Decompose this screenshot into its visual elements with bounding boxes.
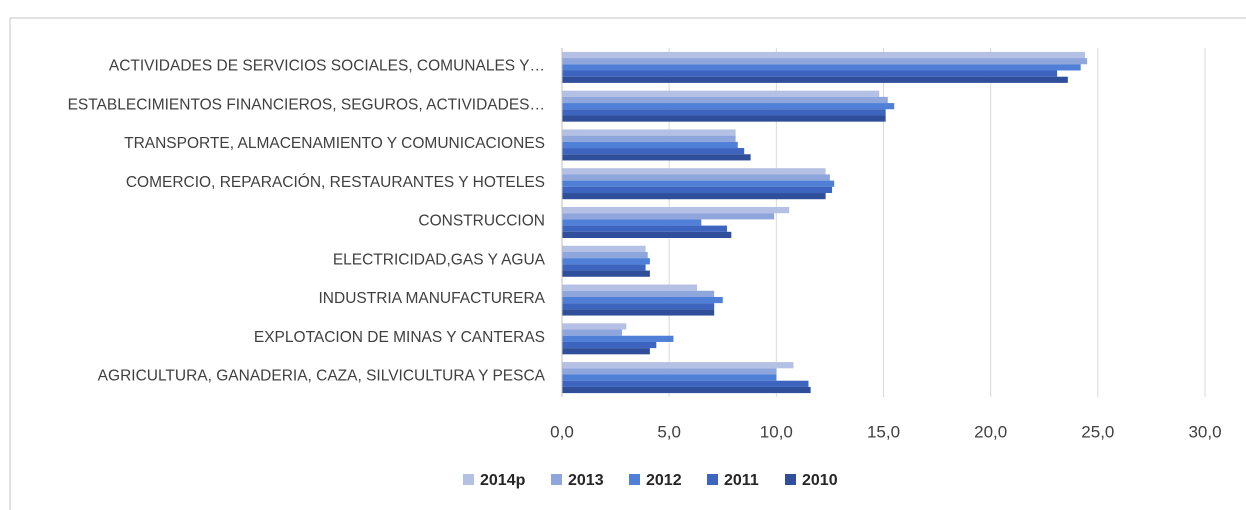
legend-swatch — [629, 474, 640, 485]
category-label: ESTABLECIMIENTOS FINANCIEROS, SEGUROS, A… — [68, 96, 545, 113]
bar — [562, 374, 777, 381]
bar — [562, 258, 650, 265]
x-tick-label: 25,0 — [1081, 422, 1114, 441]
bar — [562, 64, 1081, 71]
legend-label: 2014p — [480, 472, 526, 489]
legend-label: 2011 — [724, 472, 759, 489]
bar — [562, 264, 646, 271]
bar — [562, 225, 728, 232]
bar — [562, 362, 794, 369]
bar — [562, 335, 674, 342]
legend-swatch — [785, 474, 796, 485]
bar — [562, 309, 715, 316]
legend-swatch — [707, 474, 718, 485]
bar — [562, 109, 886, 116]
legend-swatch — [551, 474, 562, 485]
x-tick-label: 20,0 — [974, 422, 1007, 441]
bar — [562, 168, 826, 175]
legend-swatch — [463, 474, 474, 485]
bar — [562, 207, 790, 214]
bar — [562, 135, 736, 142]
bar — [562, 76, 1068, 83]
bar — [562, 141, 738, 149]
bar — [562, 186, 833, 194]
bar — [562, 193, 826, 200]
bar — [562, 219, 702, 226]
bar — [562, 213, 775, 220]
bar — [562, 70, 1058, 77]
category-label: EXPLOTACION DE MINAS Y CANTERAS — [254, 329, 545, 346]
bar — [562, 96, 888, 104]
x-tick-label: 10,0 — [760, 422, 793, 441]
bar — [562, 154, 751, 161]
bar — [562, 290, 715, 297]
bar — [562, 329, 623, 336]
legend-label: 2010 — [802, 472, 838, 489]
bar — [562, 180, 835, 187]
bar — [562, 251, 648, 259]
bar — [562, 174, 830, 181]
bar — [562, 245, 646, 252]
x-tick-label: 0,0 — [550, 422, 574, 441]
bar — [562, 148, 745, 155]
category-label: COMERCIO, REPARACIÓN, RESTAURANTES Y HOT… — [126, 174, 545, 191]
bar — [562, 115, 886, 122]
bar — [562, 341, 657, 349]
bar — [562, 296, 723, 304]
bar — [562, 386, 811, 394]
legend-label: 2013 — [568, 472, 604, 489]
bar — [562, 231, 732, 238]
bar — [562, 129, 736, 136]
bar — [562, 90, 880, 97]
x-tick-label: 5,0 — [657, 422, 681, 441]
bar — [562, 284, 698, 291]
chart-frame — [9, 17, 1246, 510]
bar — [562, 368, 777, 375]
category-label: ACTIVIDADES DE SERVICIOS SOCIALES, COMUN… — [109, 57, 545, 74]
x-tick-label: 15,0 — [867, 422, 900, 441]
category-label: CONSTRUCCION — [418, 213, 545, 230]
bar — [562, 348, 650, 355]
bar — [562, 270, 650, 277]
category-label: INDUSTRIA MANUFACTURERA — [319, 290, 546, 307]
category-label: TRANSPORTE, ALMACENAMIENTO Y COMUNICACIO… — [124, 135, 545, 152]
x-tick-label: 30,0 — [1188, 422, 1221, 441]
category-label: ELECTRICIDAD,GAS Y AGUA — [333, 251, 546, 268]
bar — [562, 58, 1088, 65]
bar — [562, 323, 627, 330]
legend-label: 2012 — [646, 472, 682, 489]
bar — [562, 380, 809, 387]
bar — [562, 103, 895, 110]
bar — [562, 51, 1085, 59]
category-label: AGRICULTURA, GANADERIA, CAZA, SILVICULTU… — [98, 368, 546, 385]
bar — [562, 303, 715, 310]
